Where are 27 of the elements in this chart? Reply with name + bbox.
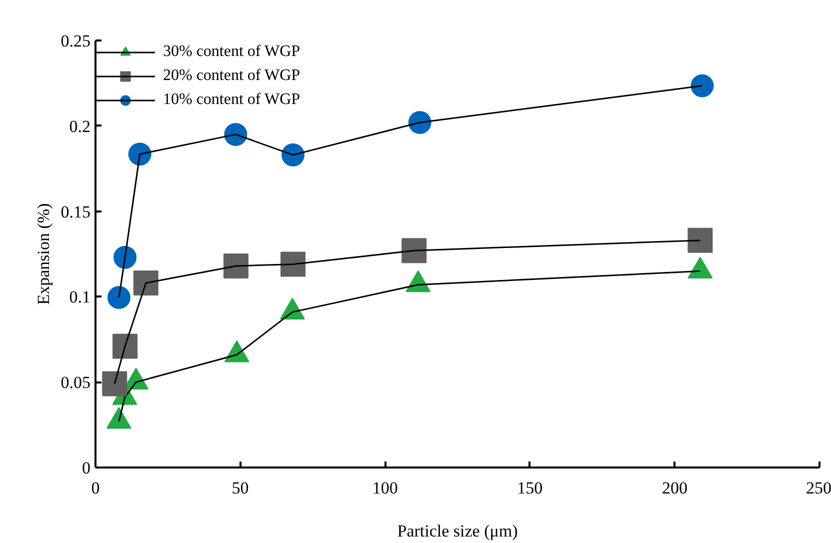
point (114, 246, 137, 269)
y-tick-label: 0 (82, 458, 90, 478)
legend-label: 30% content of WGP (163, 43, 300, 61)
point (106, 407, 132, 429)
point (282, 143, 305, 166)
legend-label: 10% content of WGP (163, 91, 300, 109)
y-tick-label: 0.15 (60, 202, 90, 222)
y-axis-title: Expansion (%) (34, 203, 53, 305)
y-tick-label: 0.05 (60, 373, 90, 392)
x-tick-label: 100 (372, 478, 398, 498)
point (223, 253, 248, 278)
point (688, 228, 713, 253)
legend-label: 20% content of WGP (163, 67, 300, 85)
y-tick-label: 0.25 (60, 32, 90, 50)
y-tick-label: 0.1 (69, 288, 90, 307)
x-tick-label: 250 (806, 478, 831, 498)
point (224, 122, 248, 146)
point (408, 111, 432, 134)
point (280, 252, 306, 277)
point (128, 142, 152, 166)
point (690, 74, 714, 98)
point (402, 238, 427, 264)
x-tick-label: 50 (232, 478, 249, 498)
x-axis-title: Particle size (μm) (397, 522, 518, 540)
x-tick-label: 150 (517, 478, 543, 498)
x-tick-label: 200 (662, 478, 688, 498)
y-tick-label: 0.2 (69, 116, 90, 136)
